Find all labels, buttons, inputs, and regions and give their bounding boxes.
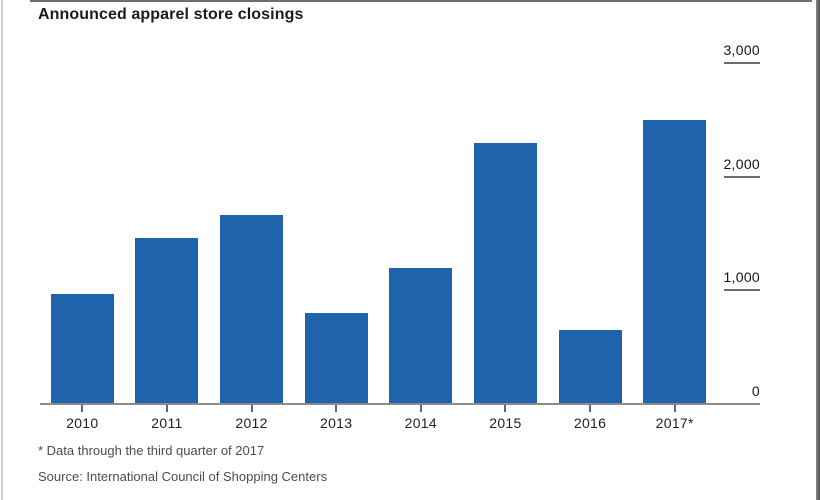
bar-slot [379, 62, 464, 403]
x-axis-slot: 2010 [40, 405, 125, 431]
x-axis-slot: 2015 [463, 405, 548, 431]
x-tick-mark [673, 405, 676, 412]
y-tick-line [724, 176, 760, 178]
bar-slot [548, 62, 633, 403]
bar-slot [632, 62, 717, 403]
bar-slot [125, 62, 210, 403]
x-tick-label: 2015 [489, 415, 522, 431]
y-tick-label: 0 [751, 383, 760, 399]
x-tick-label: 2017* [655, 415, 694, 431]
x-tick-mark [419, 405, 422, 412]
x-tick-label: 2010 [66, 415, 99, 431]
x-axis-slot: 2017* [632, 405, 717, 431]
y-tick: 3,000 [670, 42, 760, 64]
bar-chart: 2010 2011 2012 2013 2014 2015 2016 2017* 0 1,000… [40, 42, 760, 431]
window-right-edge [816, 0, 820, 500]
bar [643, 120, 707, 403]
chart-title: Announced apparel store closings [38, 6, 304, 23]
x-axis-slot: 2011 [125, 405, 210, 431]
bar [220, 215, 284, 403]
bar [304, 313, 368, 403]
bar-slot [209, 62, 294, 403]
x-tick-mark [335, 405, 338, 412]
y-tick-line [724, 289, 760, 291]
bars-container [40, 62, 717, 403]
x-tick-label: 2016 [573, 415, 607, 431]
x-tick-mark [250, 405, 253, 412]
window-left-edge [1, 0, 3, 500]
x-axis: 2010 2011 2012 2013 2014 2015 2016 2017* [40, 405, 717, 431]
x-axis-line [40, 403, 760, 405]
y-tick-label: 1,000 [723, 269, 760, 285]
y-tick-line [724, 62, 760, 64]
x-axis-slot: 2016 [548, 405, 633, 431]
x-tick-mark [81, 405, 84, 412]
bar-slot [40, 62, 125, 403]
bar [135, 238, 199, 403]
bar [558, 330, 622, 403]
source-line: Source: International Council of Shoppin… [38, 469, 328, 484]
y-tick-label: 2,000 [723, 156, 760, 172]
bar-slot [294, 62, 379, 403]
y-tick-label: 3,000 [723, 42, 760, 58]
x-tick-mark [504, 405, 507, 412]
x-axis-slot: 2013 [294, 405, 379, 431]
bar [473, 143, 537, 403]
window-top-edge [30, 0, 812, 2]
x-tick-label: 2012 [235, 415, 268, 431]
footnote: * Data through the third quarter of 2017 [38, 443, 265, 458]
x-axis-slot: 2014 [379, 405, 464, 431]
bar [50, 294, 114, 403]
bar [389, 268, 453, 403]
x-tick-label: 2013 [320, 415, 353, 431]
y-tick: 2,000 [670, 156, 760, 178]
x-tick-label: 2014 [404, 415, 437, 431]
x-tick-mark [589, 405, 592, 412]
x-tick-label: 2011 [151, 415, 183, 431]
y-tick: 1,000 [670, 269, 760, 291]
bar-slot [463, 62, 548, 403]
x-axis-slot: 2012 [209, 405, 294, 431]
y-tick: 0 [670, 383, 760, 399]
x-tick-mark [165, 405, 168, 412]
